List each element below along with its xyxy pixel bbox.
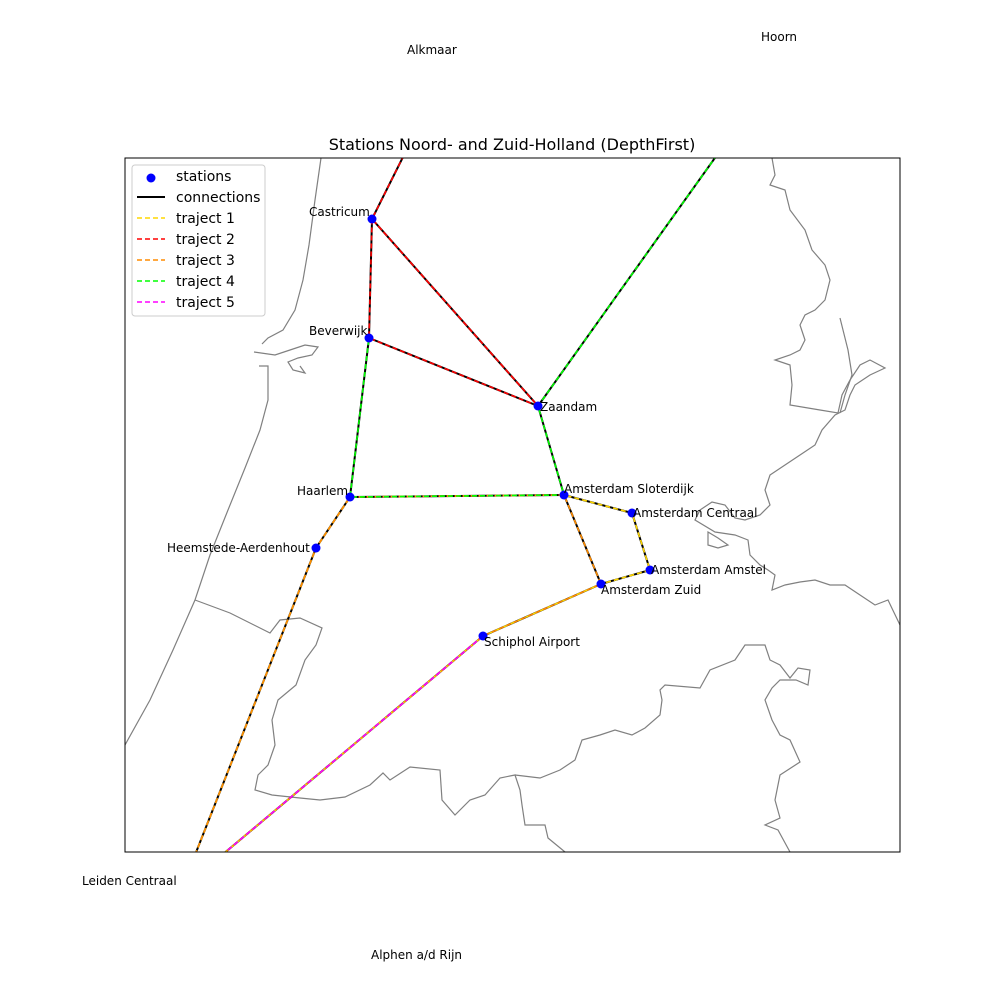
- station-marker-castricum: [367, 214, 377, 224]
- station-marker-sloterdijk: [559, 490, 569, 500]
- traject-4-path: [349, 158, 716, 498]
- station-marker-zaandam: [533, 401, 543, 411]
- coastline-ij: [707, 530, 730, 549]
- label-haarlem: Haarlem: [297, 484, 348, 498]
- traject-2-path: [368, 158, 539, 407]
- coastline-ijsselmeer: [694, 158, 900, 626]
- map-title: Stations Noord- and Zuid-Holland (DepthF…: [329, 135, 696, 154]
- label-beverwijk: Beverwijk: [309, 324, 368, 338]
- outside-label-alphen: Alphen a/d Rijn: [371, 948, 462, 962]
- legend-marker-stations: [146, 173, 156, 183]
- outside-station-labels: Alkmaar Hoorn Leiden Centraal Alphen a/d…: [82, 30, 797, 962]
- outside-label-hoorn: Hoorn: [761, 30, 797, 44]
- station-marker-amstel: [645, 565, 655, 575]
- legend-label-traject-1: traject 1: [176, 211, 235, 227]
- coastline-ijmuiden: [253, 344, 320, 374]
- legend-label-connections: connections: [176, 190, 260, 206]
- legend: stations connections traject 1 traject 2…: [131, 164, 266, 317]
- station-marker-beverwijk: [364, 333, 374, 343]
- legend-label-traject-4: traject 4: [176, 274, 235, 290]
- label-castricum: Castricum: [309, 205, 370, 219]
- label-heemstede: Heemstede-Aerdenhout: [167, 541, 310, 555]
- outside-label-alkmaar: Alkmaar: [407, 43, 457, 57]
- legend-label-stations: stations: [176, 169, 231, 185]
- legend-item-traject-4: traject 4: [137, 274, 235, 290]
- label-sloterdijk: Amsterdam Sloterdijk: [564, 482, 694, 496]
- label-zuid: Amsterdam Zuid: [601, 583, 701, 597]
- legend-item-traject-1: traject 1: [137, 211, 235, 227]
- station-marker-haarlem: [345, 492, 355, 502]
- coastline-border: [194, 599, 566, 852]
- coastline-west: [125, 365, 269, 746]
- stations-layer: [311, 214, 655, 641]
- traject-5-path: [224, 635, 484, 852]
- label-schiphol: Schiphol Airport: [484, 635, 580, 649]
- label-zaandam: Zaandam: [540, 400, 597, 414]
- coastline-northsea: [261, 158, 322, 345]
- station-marker-zuid: [596, 579, 606, 589]
- label-amstel: Amsterdam Amstel: [651, 563, 766, 577]
- legend-item-traject-5: traject 5: [137, 295, 235, 311]
- connection-beverwijk-haarlem: [349, 337, 370, 498]
- legend-item-traject-2: traject 2: [137, 232, 235, 248]
- legend-item-connections: connections: [137, 190, 260, 206]
- map-area: [125, 158, 900, 852]
- map-frame: [124, 157, 901, 853]
- station-marker-schiphol: [478, 631, 488, 641]
- coastline: [125, 158, 900, 852]
- label-centraal: Amsterdam Centraal: [633, 506, 757, 520]
- station-labels: Castricum Beverwijk Zaandam Haarlem Heem…: [167, 205, 766, 649]
- station-marker-heemstede: [311, 543, 321, 553]
- outside-label-leiden: Leiden Centraal: [82, 874, 177, 888]
- legend-label-traject-2: traject 2: [176, 232, 235, 248]
- legend-label-traject-5: traject 5: [176, 295, 235, 311]
- coastline-markermeer: [839, 317, 853, 414]
- station-marker-centraal: [627, 508, 637, 518]
- coastline-inland: [514, 644, 811, 852]
- legend-item-traject-3: traject 3: [137, 253, 235, 269]
- legend-box: [131, 164, 266, 317]
- legend-item-stations: stations: [146, 169, 231, 185]
- legend-label-traject-3: traject 3: [176, 253, 235, 269]
- connection-sloterdijk-zuid: [563, 494, 602, 585]
